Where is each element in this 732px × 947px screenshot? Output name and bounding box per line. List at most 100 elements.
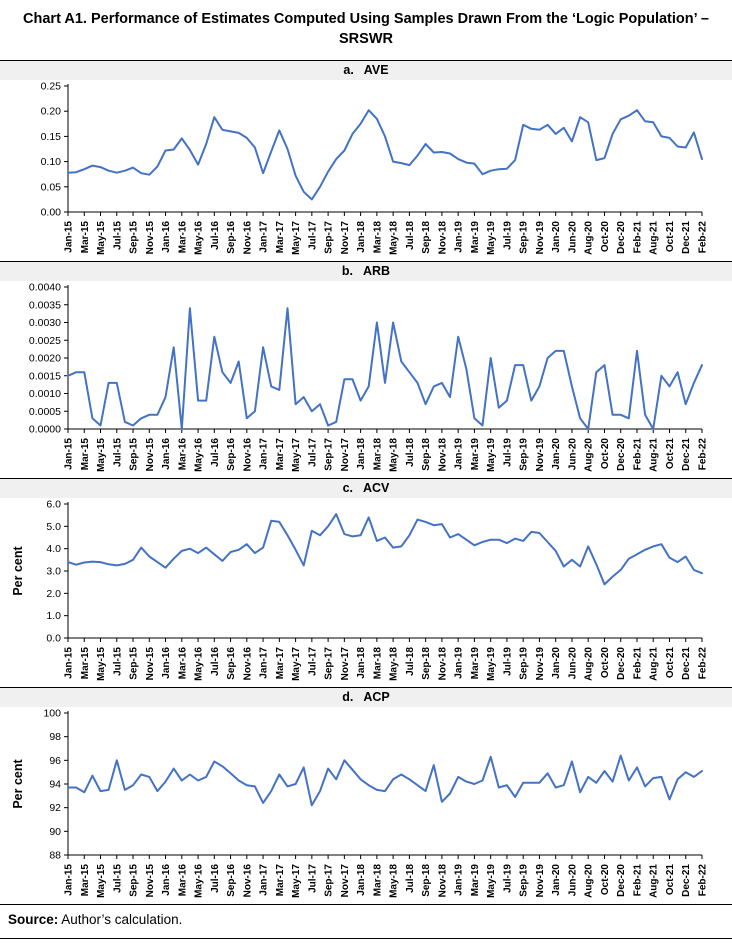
svg-text:Jan-20: Jan-20 — [551, 437, 562, 469]
svg-text:Sep-19: Sep-19 — [519, 863, 530, 896]
svg-text:5.0: 5.0 — [46, 520, 61, 532]
svg-text:Sep-16: Sep-16 — [226, 437, 237, 470]
svg-text:88: 88 — [49, 849, 61, 861]
svg-text:Nov-15: Nov-15 — [145, 646, 156, 680]
svg-text:Jul-15: Jul-15 — [112, 863, 123, 892]
svg-text:Mar-18: Mar-18 — [372, 646, 383, 679]
svg-text:Sep-15: Sep-15 — [129, 646, 140, 679]
svg-text:98: 98 — [49, 731, 61, 743]
svg-text:Jul-15: Jul-15 — [112, 437, 123, 466]
svg-text:Mar-15: Mar-15 — [80, 220, 91, 253]
svg-text:Sep-18: Sep-18 — [421, 863, 432, 896]
svg-text:May-15: May-15 — [96, 646, 107, 680]
svg-text:Jan-20: Jan-20 — [551, 863, 562, 895]
svg-text:Oct-21: Oct-21 — [665, 863, 676, 895]
svg-text:Nov-18: Nov-18 — [437, 863, 448, 897]
svg-text:Jul-16: Jul-16 — [210, 220, 221, 249]
svg-text:Jan-15: Jan-15 — [64, 646, 75, 678]
svg-text:Jan-19: Jan-19 — [454, 220, 465, 252]
svg-text:Feb-21: Feb-21 — [632, 646, 643, 679]
svg-text:Mar-18: Mar-18 — [372, 437, 383, 470]
svg-text:May-16: May-16 — [194, 220, 205, 254]
svg-text:Mar-19: Mar-19 — [470, 220, 481, 253]
svg-text:0.15: 0.15 — [41, 130, 62, 142]
panel-arb: b. ARB 0.0040 0.0035 0.0030 0.0025 0.0020 0.0… — [0, 260, 732, 478]
svg-text:Nov-19: Nov-19 — [535, 863, 546, 897]
svg-text:Jul-16: Jul-16 — [210, 437, 221, 466]
svg-text:92: 92 — [49, 802, 61, 814]
svg-text:0.0035: 0.0035 — [29, 299, 61, 311]
svg-text:Jun-20: Jun-20 — [567, 437, 578, 470]
svg-text:Oct-21: Oct-21 — [665, 646, 676, 678]
svg-text:Mar-17: Mar-17 — [275, 220, 286, 253]
svg-text:Sep-18: Sep-18 — [421, 646, 432, 679]
svg-text:Jul-17: Jul-17 — [307, 646, 318, 675]
svg-text:Jan-18: Jan-18 — [356, 220, 367, 252]
svg-text:Per cent: Per cent — [11, 545, 25, 595]
svg-text:Aug-20: Aug-20 — [584, 220, 595, 254]
svg-text:May-19: May-19 — [486, 437, 497, 471]
svg-text:Jul-18: Jul-18 — [405, 646, 416, 675]
svg-text:Mar-15: Mar-15 — [80, 863, 91, 896]
svg-text:Jan-18: Jan-18 — [356, 437, 367, 469]
svg-text:0.20: 0.20 — [41, 105, 62, 117]
svg-text:May-18: May-18 — [389, 646, 400, 680]
svg-text:Jan-16: Jan-16 — [161, 220, 172, 252]
svg-text:Oct-20: Oct-20 — [600, 220, 611, 252]
svg-text:Oct-20: Oct-20 — [600, 863, 611, 895]
svg-text:Jul-19: Jul-19 — [502, 220, 513, 249]
svg-text:Jul-15: Jul-15 — [112, 220, 123, 249]
svg-text:Nov-18: Nov-18 — [437, 646, 448, 680]
svg-text:Feb-22: Feb-22 — [698, 646, 709, 679]
svg-text:Aug-21: Aug-21 — [649, 220, 660, 254]
svg-text:Jan-19: Jan-19 — [454, 863, 465, 895]
svg-text:Nov-19: Nov-19 — [535, 646, 546, 680]
svg-text:Mar-18: Mar-18 — [372, 220, 383, 253]
svg-text:0.0000: 0.0000 — [29, 423, 61, 435]
panel-acv-header: c. ACV — [0, 477, 732, 498]
svg-text:Jun-20: Jun-20 — [567, 863, 578, 896]
svg-text:Jan-20: Jan-20 — [551, 220, 562, 252]
svg-text:Mar-18: Mar-18 — [372, 863, 383, 896]
svg-text:Jun-20: Jun-20 — [567, 220, 578, 253]
svg-text:Sep-17: Sep-17 — [324, 437, 335, 470]
svg-text:Dec-21: Dec-21 — [681, 437, 692, 470]
svg-text:Aug-21: Aug-21 — [649, 646, 660, 680]
svg-text:May-15: May-15 — [96, 220, 107, 254]
svg-text:May-16: May-16 — [194, 437, 205, 471]
svg-text:Sep-19: Sep-19 — [519, 646, 530, 679]
panel-ave-header: a. AVE — [0, 59, 732, 80]
svg-text:Sep-16: Sep-16 — [226, 863, 237, 896]
svg-text:Jan-18: Jan-18 — [356, 863, 367, 895]
svg-text:Sep-17: Sep-17 — [324, 220, 335, 253]
svg-text:Nov-16: Nov-16 — [242, 437, 253, 471]
svg-text:May-18: May-18 — [389, 437, 400, 471]
svg-text:Aug-20: Aug-20 — [584, 646, 595, 680]
svg-text:Oct-21: Oct-21 — [665, 220, 676, 252]
svg-text:0.00: 0.00 — [41, 206, 62, 218]
svg-text:Mar-16: Mar-16 — [177, 863, 188, 896]
svg-text:Nov-16: Nov-16 — [242, 863, 253, 897]
svg-text:May-18: May-18 — [389, 220, 400, 254]
svg-text:Sep-16: Sep-16 — [226, 220, 237, 253]
panel-arb-header: b. ARB — [0, 260, 732, 281]
svg-text:May-17: May-17 — [291, 437, 302, 471]
svg-text:3.0: 3.0 — [46, 565, 61, 577]
svg-text:Jul-17: Jul-17 — [307, 437, 318, 466]
svg-text:May-19: May-19 — [486, 646, 497, 680]
svg-text:4.0: 4.0 — [46, 543, 61, 555]
svg-text:Jan-19: Jan-19 — [454, 646, 465, 678]
svg-text:Nov-18: Nov-18 — [437, 437, 448, 471]
svg-text:Jul-17: Jul-17 — [307, 863, 318, 892]
svg-text:0.05: 0.05 — [41, 181, 62, 193]
svg-text:Jan-15: Jan-15 — [64, 863, 75, 895]
svg-text:Sep-18: Sep-18 — [421, 437, 432, 470]
svg-text:Oct-21: Oct-21 — [665, 437, 676, 469]
svg-text:Feb-21: Feb-21 — [632, 437, 643, 470]
source-label: Source: — [8, 911, 59, 927]
svg-text:Dec-20: Dec-20 — [616, 646, 627, 679]
svg-text:0.25: 0.25 — [41, 80, 62, 92]
svg-text:Aug-20: Aug-20 — [584, 863, 595, 897]
